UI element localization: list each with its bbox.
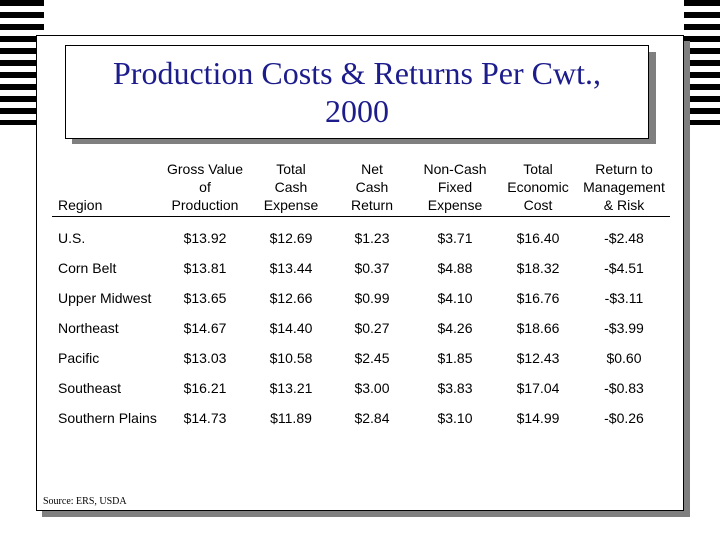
value-cell: $14.67 — [183, 320, 227, 336]
value-cell: $11.89 — [270, 410, 312, 426]
value-cell: $12.69 — [269, 230, 313, 246]
value-cell: $3.00 — [354, 380, 390, 396]
value-cell: -$3.99 — [604, 320, 644, 336]
table-row: Southeast $16.21 $13.21 $3.00 $3.83 $17.… — [52, 373, 670, 403]
value-cell: $12.66 — [269, 290, 313, 306]
table-row: Corn Belt $13.81 $13.44 $0.37 $4.88 $18.… — [52, 253, 670, 283]
table-header-row: Region Gross Value of Production Total C… — [52, 160, 670, 217]
table-row: Pacific $13.03 $10.58 $2.45 $1.85 $12.43… — [52, 343, 670, 373]
value-cell: $14.40 — [269, 320, 313, 336]
region-cell: U.S. — [58, 230, 86, 246]
value-cell: -$3.11 — [604, 290, 644, 306]
value-cell: $2.45 — [354, 350, 390, 366]
value-cell: $13.81 — [183, 260, 227, 276]
source-note: Source: ERS, USDA — [43, 496, 127, 507]
header-return-to-management: Return to Management & Risk — [578, 160, 670, 217]
header-region: Region — [52, 160, 160, 217]
region-cell: Corn Belt — [58, 260, 117, 276]
value-cell: $10.58 — [269, 350, 313, 366]
value-cell: -$4.51 — [604, 260, 644, 276]
slide-title: Production Costs & Returns Per Cwt., 200… — [112, 55, 601, 129]
value-cell: $0.99 — [354, 290, 390, 306]
table-row: Southern Plains $14.73 $11.89 $2.84 $3.1… — [52, 403, 670, 433]
value-cell: $12.43 — [516, 350, 560, 366]
value-cell: -$0.26 — [604, 410, 644, 426]
table-row: U.S. $13.92 $12.69 $1.23 $3.71 $16.40 -$… — [52, 217, 670, 254]
value-cell: $3.71 — [437, 230, 473, 246]
value-cell: $13.92 — [183, 230, 227, 246]
value-cell: $4.88 — [437, 260, 473, 276]
header-net-cash-return: Net Cash Return — [332, 160, 412, 217]
value-cell: $17.04 — [516, 380, 560, 396]
table-row: Northeast $14.67 $14.40 $0.27 $4.26 $18.… — [52, 313, 670, 343]
value-cell: -$2.48 — [604, 230, 644, 246]
value-cell: $4.26 — [437, 320, 473, 336]
title-box: Production Costs & Returns Per Cwt., 200… — [65, 45, 649, 139]
value-cell: $18.32 — [516, 260, 560, 276]
value-cell: $0.27 — [354, 320, 390, 336]
value-cell: $16.21 — [183, 380, 227, 396]
value-cell: -$0.83 — [604, 380, 644, 396]
value-cell: $14.99 — [516, 410, 560, 426]
value-cell: $1.85 — [437, 350, 473, 366]
value-cell: $18.66 — [516, 320, 560, 336]
table-row: Upper Midwest $13.65 $12.66 $0.99 $4.10 … — [52, 283, 670, 313]
header-total-economic-cost: Total Economic Cost — [498, 160, 578, 217]
value-cell: $13.21 — [269, 380, 313, 396]
value-cell: $4.10 — [437, 290, 473, 306]
value-cell: $0.60 — [606, 350, 642, 366]
region-cell: Pacific — [58, 350, 100, 366]
decorative-stripes-right — [684, 0, 720, 125]
value-cell: $0.37 — [354, 260, 390, 276]
value-cell: $3.83 — [437, 380, 473, 396]
value-cell: $3.10 — [437, 410, 473, 426]
region-cell: Northeast — [58, 320, 119, 336]
value-cell: $13.65 — [183, 290, 227, 306]
value-cell: $16.76 — [516, 290, 560, 306]
value-cell: $16.40 — [516, 230, 560, 246]
header-non-cash-fixed-expense: Non-Cash Fixed Expense — [412, 160, 498, 217]
value-cell: $14.73 — [183, 410, 227, 426]
header-total-cash-expense: Total Cash Expense — [250, 160, 332, 217]
value-cell: $2.84 — [354, 410, 390, 426]
region-cell: Southern Plains — [58, 410, 157, 426]
region-cell: Southeast — [58, 380, 122, 396]
region-cell: Upper Midwest — [58, 290, 152, 306]
header-gross-value: Gross Value of Production — [160, 160, 250, 217]
value-cell: $13.03 — [183, 350, 227, 366]
value-cell: $13.44 — [269, 260, 313, 276]
costs-returns-table: Region Gross Value of Production Total C… — [52, 160, 670, 433]
value-cell: $1.23 — [354, 230, 390, 246]
